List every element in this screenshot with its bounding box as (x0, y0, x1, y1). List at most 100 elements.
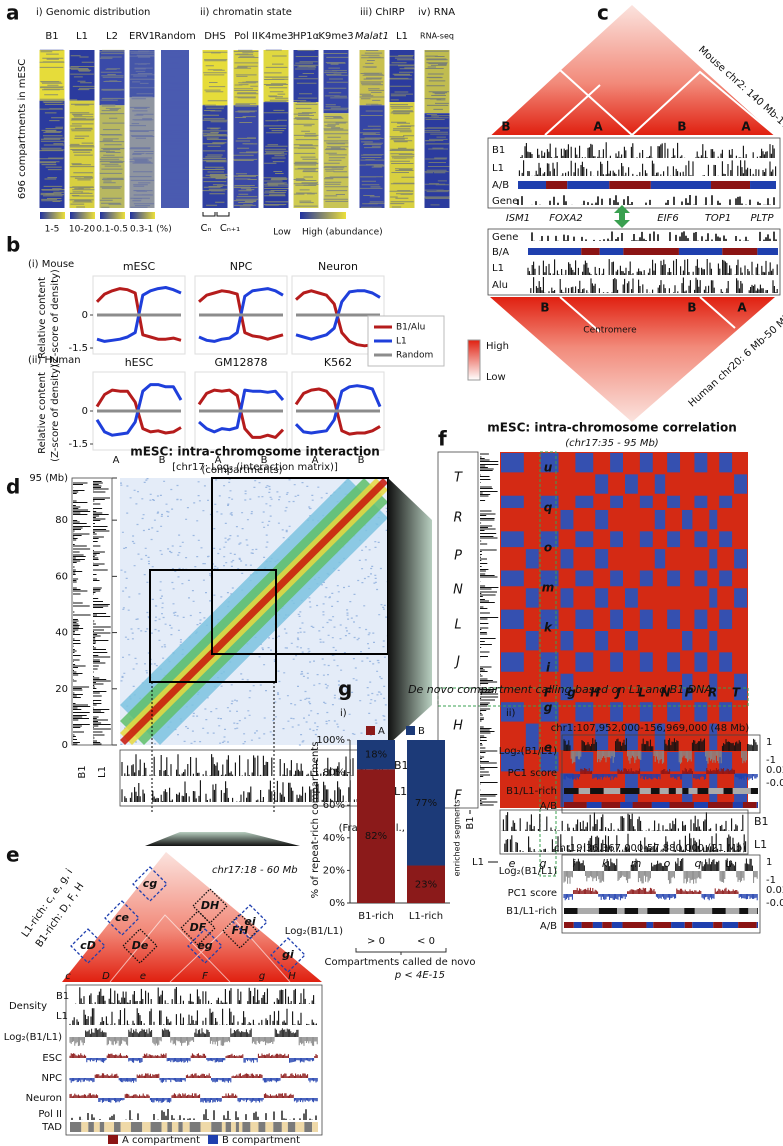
heatmap-block (501, 453, 524, 473)
track-block (668, 788, 676, 794)
heatmap-block (639, 752, 653, 772)
label: m (542, 581, 555, 595)
label: Log₂(B1/L1) (285, 926, 343, 937)
track-block (304, 1122, 313, 1132)
heatmap-column (129, 50, 155, 98)
heatmap-noise (233, 49, 259, 105)
track-block (592, 922, 603, 928)
label: Gene (492, 232, 518, 243)
bar (357, 740, 395, 770)
track-block (694, 908, 713, 914)
heatmap-block (682, 673, 693, 701)
track-block (739, 908, 749, 914)
track-block (586, 802, 602, 808)
label: g (259, 971, 265, 982)
heatmap-block (719, 609, 733, 629)
track-block (312, 1122, 318, 1132)
label: H (590, 686, 600, 700)
track (563, 871, 758, 884)
track-block (167, 1122, 172, 1132)
label: B (687, 301, 696, 315)
track (501, 812, 744, 831)
track-block (602, 922, 612, 928)
label: High (abundance) (302, 228, 383, 238)
label: B compartment (222, 1135, 300, 1146)
value-label: 82% (365, 831, 387, 842)
label: DHS (204, 31, 226, 42)
heatmap-noise (389, 55, 415, 101)
domain-lines (559, 296, 736, 333)
heatmap-block (639, 652, 653, 672)
track-block (88, 1122, 94, 1132)
dotted-guide (151, 682, 275, 812)
arrow (469, 810, 498, 863)
legend-label: B (418, 726, 425, 737)
label: Alu (492, 280, 508, 291)
track-block (200, 1122, 212, 1132)
track-block (732, 802, 743, 808)
label: f (438, 427, 447, 451)
track-block (756, 922, 758, 928)
track-block (142, 1122, 151, 1132)
heatmap-column (69, 50, 95, 101)
heatmap-block (667, 702, 681, 722)
label: ESC (42, 1053, 62, 1064)
track-block (528, 248, 582, 255)
heatmap-column (389, 102, 415, 208)
track-block (171, 1122, 179, 1132)
heatmap-block (639, 495, 653, 508)
track-block (708, 788, 724, 794)
track-block (622, 922, 647, 928)
track-block (573, 922, 582, 928)
x-tick-label: A (113, 455, 120, 466)
heatmap-noise (39, 101, 65, 202)
label: F (202, 971, 208, 982)
heatmap-block (575, 531, 594, 548)
y-tick-label: -1.5 (68, 343, 88, 354)
scale-bar (70, 212, 95, 219)
track-block (577, 908, 599, 914)
track (573, 858, 753, 871)
scale-bar (130, 212, 155, 219)
y-tick-label: 20 (55, 684, 68, 695)
heatmap-block (625, 631, 638, 651)
heatmap-block (595, 474, 609, 494)
label: GM12878 (214, 356, 267, 369)
y-tick-label: 100% (316, 735, 345, 746)
label: 1 (766, 857, 772, 868)
track-block (692, 922, 714, 928)
heatmap-block (575, 609, 594, 629)
heatmap-block (667, 652, 681, 672)
track-block (211, 1122, 222, 1132)
track-block (757, 248, 778, 255)
label: g (544, 701, 553, 715)
track (504, 833, 747, 852)
label: TAD (41, 1122, 62, 1133)
heatmap-block (639, 609, 653, 629)
track-block (130, 1122, 143, 1132)
track-block (742, 802, 757, 808)
track-block (620, 788, 640, 794)
x-tick-label: B (261, 455, 268, 466)
y-tick-label: 0 (82, 310, 88, 321)
heatmap-block (709, 723, 718, 751)
heatmap-block (595, 588, 609, 608)
heatmap-block (560, 549, 574, 569)
frame (561, 734, 761, 814)
label: ERV1 (129, 31, 155, 42)
heatmap-triangle (490, 5, 775, 135)
label: B1 (45, 31, 58, 42)
label: B/A (492, 247, 509, 258)
heatmap-block (694, 652, 708, 672)
heatmap-column (323, 113, 349, 208)
label: Gene (492, 196, 518, 207)
label: -0.02 (766, 778, 783, 789)
label: B1 (465, 816, 476, 829)
heatmap-block (667, 752, 681, 772)
label: HP1α (293, 31, 320, 42)
label: mESC (123, 260, 156, 273)
heatmap-block (595, 631, 609, 651)
heatmap-block (709, 509, 718, 530)
y-tick-label: 95 (Mb) (29, 473, 68, 484)
